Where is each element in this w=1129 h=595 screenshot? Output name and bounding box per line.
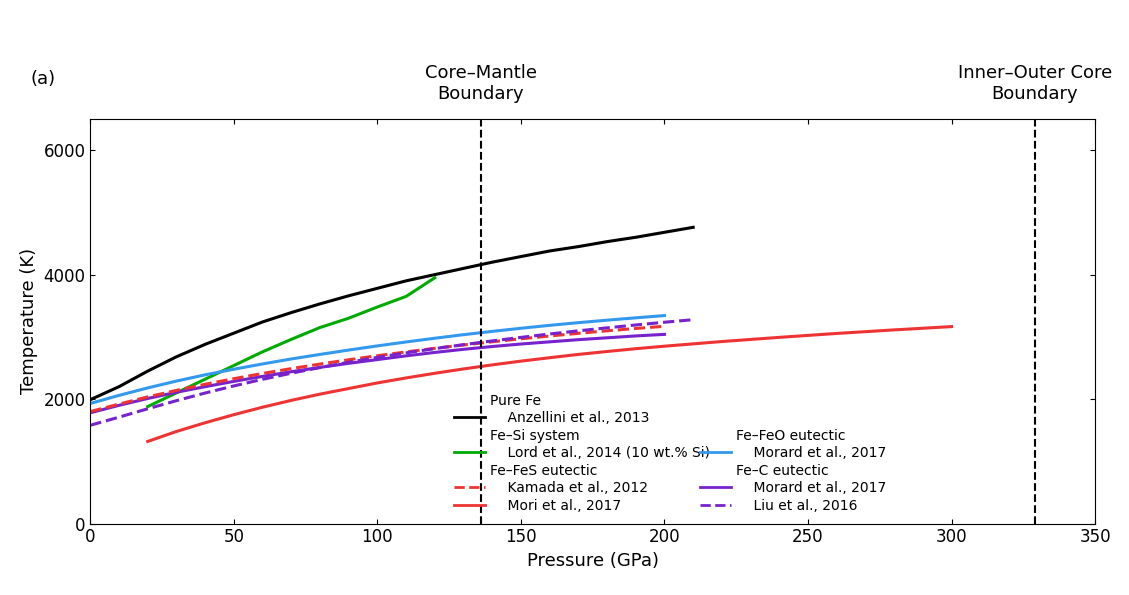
X-axis label: Pressure (GPa): Pressure (GPa) xyxy=(527,552,658,570)
Text: Core–Mantle
Boundary: Core–Mantle Boundary xyxy=(425,64,536,103)
Text: (a): (a) xyxy=(30,70,55,89)
Text: Inner–Outer Core
Boundary: Inner–Outer Core Boundary xyxy=(957,64,1112,103)
Legend: Fe–FeO eutectic,     Morard et al., 2017, Fe–C eutectic,     Morard et al., 2017: Fe–FeO eutectic, Morard et al., 2017, Fe… xyxy=(700,429,886,513)
Y-axis label: Temperature (K): Temperature (K) xyxy=(20,248,37,394)
